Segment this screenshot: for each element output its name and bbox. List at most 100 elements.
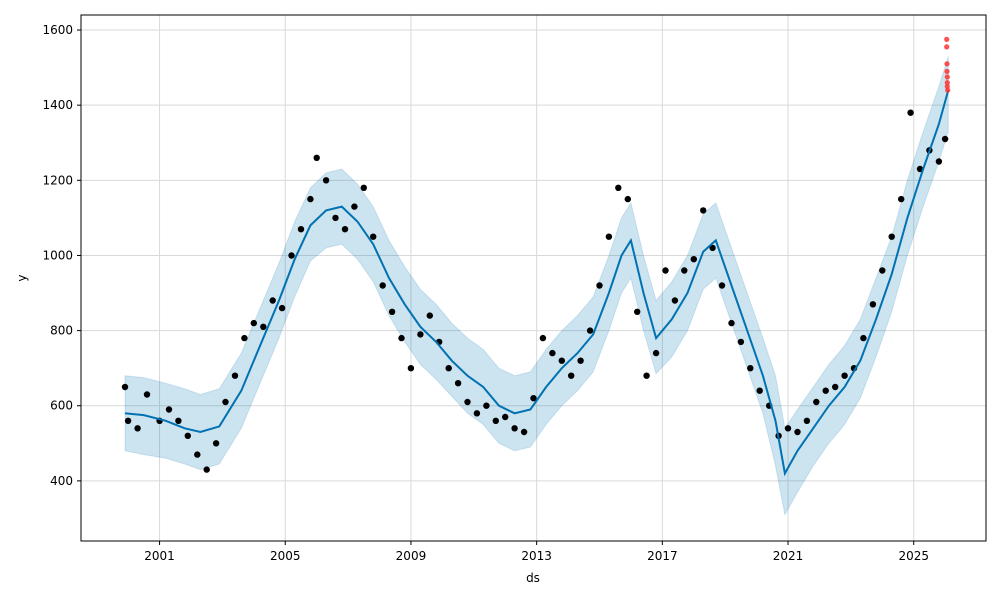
observed-point [212, 440, 220, 447]
observed-point [643, 372, 650, 379]
y-tick-label: 1200 [42, 173, 73, 187]
y-tick-label: 1400 [42, 98, 73, 112]
line-layer [124, 89, 950, 477]
observed-point [250, 319, 257, 327]
uncertainty-band [124, 56, 949, 517]
observed-point [407, 365, 415, 372]
observed-point [388, 308, 396, 315]
observed-point [568, 372, 575, 379]
observed-point [718, 282, 726, 289]
y-tick-label: 800 [50, 324, 73, 338]
observed-point [756, 387, 763, 394]
observed-point [473, 410, 481, 417]
observed-point [869, 301, 877, 308]
observed-point [747, 365, 754, 372]
observed-point [700, 207, 707, 214]
band-layer [124, 56, 949, 517]
observed-point [803, 417, 811, 424]
observed-point [121, 383, 129, 391]
y-tick-label: 600 [50, 399, 73, 413]
observed-point [351, 203, 358, 210]
x-tick-label: 2009 [396, 549, 427, 563]
recent-layer [944, 36, 951, 93]
observed-point [794, 428, 801, 436]
y-axis-label: y [15, 274, 29, 281]
x-tick-label: 2001 [144, 549, 175, 563]
observed-point [549, 349, 556, 357]
observed-point [907, 109, 914, 116]
observed-point [860, 334, 867, 342]
observed-point [634, 308, 641, 315]
observed-point [360, 184, 367, 191]
observed-point [341, 226, 349, 233]
observed-point [530, 395, 537, 402]
observed-point [417, 331, 424, 338]
observed-point [260, 323, 267, 330]
observed-point [426, 312, 433, 319]
observed-point [313, 154, 320, 161]
observed-point [728, 319, 735, 327]
recent-point [944, 74, 950, 80]
grid-layer [81, 15, 986, 541]
observed-point [709, 244, 716, 252]
observed-point [898, 195, 905, 203]
x-tick-label: 2005 [270, 549, 301, 563]
observed-point [492, 417, 499, 424]
observed-point [916, 165, 924, 173]
observed-point [935, 158, 943, 165]
x-tick-label: 2013 [521, 549, 552, 563]
recent-point [944, 36, 950, 43]
observed-point [605, 233, 613, 240]
observed-point [124, 417, 132, 424]
observed-point [231, 372, 239, 379]
observed-point [379, 282, 386, 289]
observed-point [502, 413, 509, 421]
observed-point [624, 195, 631, 203]
observed-point [520, 428, 528, 436]
observed-point [175, 417, 182, 424]
y-tick-label: 1000 [42, 248, 73, 262]
x-tick-label: 2017 [647, 549, 678, 563]
recent-point [944, 61, 950, 67]
observed-point [941, 135, 949, 143]
observed-point [203, 466, 210, 473]
observed-point [596, 282, 603, 289]
observed-point [662, 267, 669, 274]
observed-point [222, 398, 229, 406]
observed-point [322, 177, 330, 184]
observed-point [832, 383, 839, 391]
observed-point [737, 338, 745, 346]
observed-point [888, 233, 895, 240]
observed-point [690, 256, 697, 263]
x-tick-label: 2025 [898, 549, 929, 563]
observed-point [615, 184, 622, 191]
observed-point [822, 387, 829, 394]
observed-point [586, 327, 594, 334]
y-tick-label: 1600 [42, 23, 73, 37]
observed-point [332, 214, 339, 222]
observed-point [241, 334, 248, 342]
recent-point [945, 87, 951, 93]
observed-point [445, 365, 452, 372]
observed-point [879, 267, 886, 274]
recent-point [944, 44, 950, 50]
observed-point [784, 425, 792, 432]
observed-point [165, 406, 173, 413]
plot-frame [80, 14, 987, 542]
observed-point [184, 432, 191, 439]
observed-point [398, 334, 405, 342]
observed-point [511, 425, 518, 432]
observed-point [671, 297, 679, 304]
y-axis: 400 600 800 1000 1200 1400 1600 [42, 23, 81, 488]
observed-point [558, 357, 565, 364]
observed-point [813, 398, 820, 406]
observed-point [483, 402, 490, 409]
observed-point [577, 357, 584, 364]
y-tick-label: 400 [50, 474, 73, 488]
observed-point [454, 380, 462, 387]
x-tick-label: 2021 [773, 549, 804, 563]
observed-point [194, 451, 201, 458]
observed-point [269, 297, 276, 304]
